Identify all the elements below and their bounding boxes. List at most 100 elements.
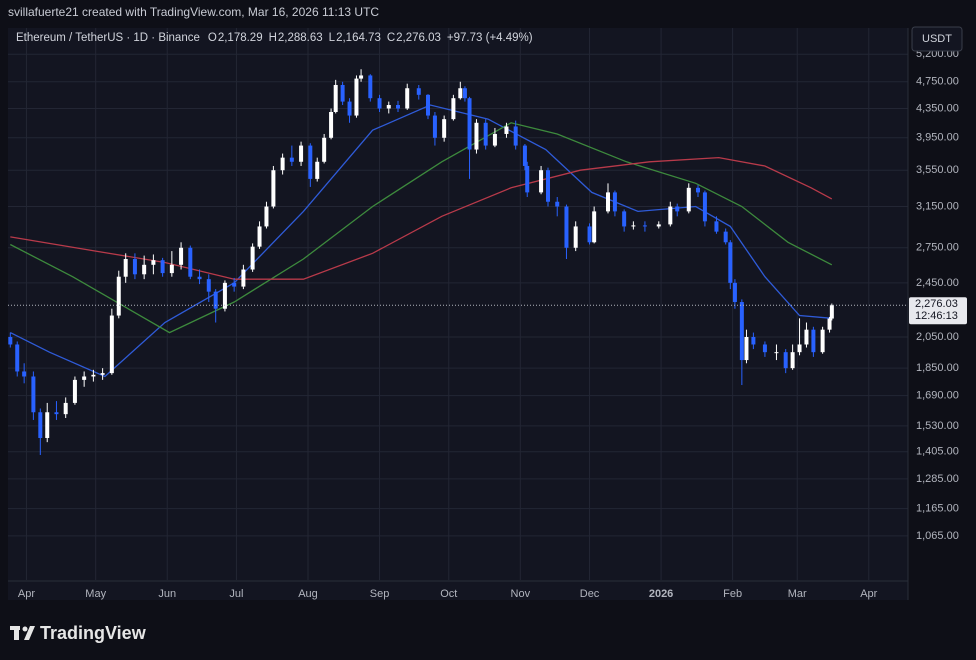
candle-body bbox=[573, 226, 578, 248]
candle-body bbox=[762, 344, 767, 353]
candle-body bbox=[416, 88, 421, 95]
candle-body bbox=[564, 206, 569, 248]
moving-average-line bbox=[10, 104, 832, 378]
candle-body bbox=[631, 225, 636, 227]
x-tick-label: May bbox=[85, 588, 106, 600]
legend-value: 2,288.63 bbox=[278, 32, 323, 44]
candle-body bbox=[432, 115, 437, 138]
y-tick-label: 3,950.00 bbox=[916, 132, 959, 144]
candle-body bbox=[525, 165, 530, 193]
x-tick-label: Dec bbox=[580, 588, 600, 600]
candle-body bbox=[354, 78, 359, 116]
candle-body bbox=[458, 88, 463, 99]
candle-body bbox=[340, 84, 345, 102]
candle-body bbox=[377, 98, 382, 109]
candle-body bbox=[31, 376, 36, 413]
candle-body bbox=[751, 336, 756, 345]
symbol: Ethereum / TetherUS · 1D · Binance bbox=[16, 32, 200, 44]
x-tick-label: 2026 bbox=[649, 588, 673, 600]
candle-body bbox=[308, 145, 313, 179]
candle-body bbox=[54, 412, 59, 415]
candle-body bbox=[451, 98, 456, 120]
candle-body bbox=[732, 282, 737, 303]
logo-icon bbox=[22, 626, 28, 632]
last-price-tag bbox=[909, 297, 967, 325]
candle-body bbox=[539, 170, 544, 193]
candle-body bbox=[555, 201, 560, 207]
candle-body bbox=[612, 192, 617, 212]
candle-body bbox=[142, 264, 147, 275]
candle-body bbox=[15, 344, 20, 372]
last-price-label: 2,276.03 bbox=[915, 298, 958, 310]
plot bbox=[8, 69, 908, 455]
logo: TradingView bbox=[10, 623, 147, 643]
candle-body bbox=[504, 126, 509, 134]
candle-body bbox=[386, 105, 391, 109]
moving-average-line bbox=[10, 156, 833, 280]
candle-body bbox=[63, 402, 68, 415]
x-tick-label: Jun bbox=[158, 588, 176, 600]
candle-body bbox=[151, 260, 156, 265]
candle-body bbox=[91, 374, 96, 377]
legend-value: 2,164.73 bbox=[336, 32, 381, 44]
candle-body bbox=[289, 157, 294, 162]
x-tick-label: Feb bbox=[723, 588, 742, 600]
y-tick-label: 2,450.00 bbox=[916, 277, 959, 289]
legend-label: C bbox=[387, 32, 395, 44]
countdown: 12:46:13 bbox=[915, 310, 958, 322]
candle-body bbox=[656, 224, 661, 227]
candle-body bbox=[72, 379, 77, 403]
candle-body bbox=[587, 226, 592, 243]
ohlc-legend: O 2,178.29 H 2,288.63 L 2,164.73 C 2,276.03 +97.… bbox=[208, 32, 533, 44]
y-tick-label: 4,350.00 bbox=[916, 102, 959, 114]
logo-icon bbox=[24, 626, 35, 640]
logo-icon bbox=[14, 626, 19, 640]
x-tick-label: Jul bbox=[229, 588, 243, 600]
y-tick-label: 1,850.00 bbox=[916, 362, 959, 374]
candle-body bbox=[179, 247, 184, 265]
candle-body bbox=[396, 105, 400, 109]
candle-body bbox=[442, 119, 447, 138]
legend-change: +97.73 (+4.49%) bbox=[447, 32, 533, 44]
legend-label: H bbox=[269, 32, 277, 44]
y-tick-label: 1,285.00 bbox=[916, 473, 959, 485]
candle-body bbox=[405, 88, 410, 109]
candle-body bbox=[82, 376, 87, 380]
candle-body bbox=[723, 231, 728, 243]
candle-body bbox=[483, 122, 488, 146]
candle-body bbox=[169, 264, 174, 274]
x-tick-label: Apr bbox=[860, 588, 877, 600]
currency-box[interactable] bbox=[911, 26, 963, 52]
legend-label: O bbox=[208, 32, 217, 44]
candle-body bbox=[804, 329, 809, 345]
candle-body bbox=[109, 315, 114, 374]
candle-body bbox=[467, 98, 472, 150]
y-tick-label: 3,550.00 bbox=[916, 164, 959, 176]
candle-body bbox=[213, 291, 218, 309]
y-tick-label: 1,065.00 bbox=[916, 530, 959, 542]
y-tick-label: 2,050.00 bbox=[916, 331, 959, 343]
candle-body bbox=[702, 192, 707, 222]
y-tick-label: 1,690.00 bbox=[916, 390, 959, 402]
candle-body bbox=[686, 187, 691, 212]
x-tick-label: Sep bbox=[370, 588, 390, 600]
candle-body bbox=[426, 94, 430, 116]
y-tick-label: 1,530.00 bbox=[916, 420, 959, 432]
candle-body bbox=[100, 373, 105, 375]
candle-body bbox=[642, 225, 647, 227]
candle-body bbox=[45, 412, 50, 438]
candle-body bbox=[368, 75, 373, 99]
candle-body bbox=[232, 282, 237, 287]
y-tick-label: 1,165.00 bbox=[916, 503, 959, 515]
candle-body bbox=[359, 75, 364, 79]
candle-body bbox=[513, 126, 518, 146]
candle-body bbox=[675, 206, 680, 212]
candle-body bbox=[257, 226, 262, 247]
candle-body bbox=[329, 112, 334, 138]
chart-area bbox=[8, 28, 908, 600]
candle-body bbox=[474, 122, 479, 150]
candle-body bbox=[728, 242, 733, 283]
candle-body bbox=[38, 412, 43, 438]
candle-body bbox=[462, 88, 467, 99]
candle-body bbox=[132, 259, 137, 275]
